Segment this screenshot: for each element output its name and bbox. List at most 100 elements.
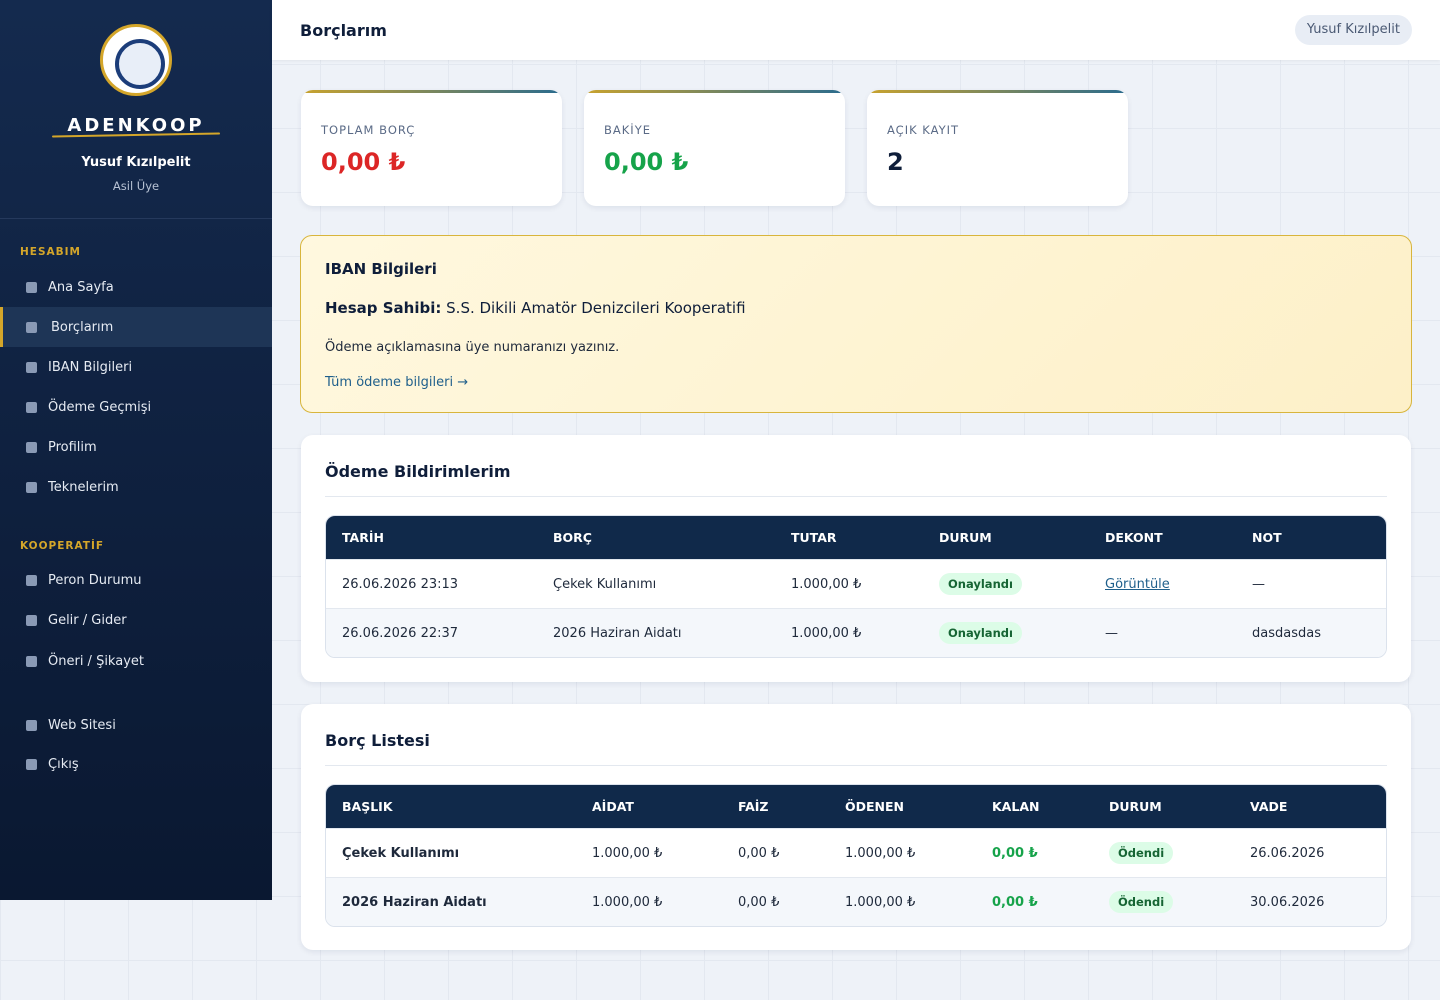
- nav-icon: [26, 758, 37, 770]
- nav-icon: [26, 481, 37, 493]
- cell: Ödendi: [1093, 828, 1234, 877]
- holder-label: Hesap Sahibi:: [325, 299, 442, 317]
- cell: Çekek Kullanımı: [537, 559, 775, 608]
- card-title: Borç Listesi: [325, 731, 430, 750]
- cell-text: 2026 Haziran Aidatı: [553, 625, 682, 641]
- column-header: DURUM: [1093, 785, 1234, 828]
- link[interactable]: Görüntüle: [1105, 576, 1170, 592]
- stat-label: TOPLAM BORÇ: [321, 123, 416, 137]
- column-header: BORÇ: [537, 516, 775, 559]
- row: 26.06.2026 23:13 Çekek Kullanımı 1.000,00 …: [326, 559, 1386, 608]
- cell: Onaylandı: [923, 559, 1089, 608]
- nav-item[interactable]: Profilim: [0, 427, 272, 467]
- cell-text: —: [1252, 576, 1265, 592]
- nav-icon: [26, 719, 37, 731]
- nav-label: Profilim: [48, 439, 97, 455]
- nav-item[interactable]: Gelir / Gider: [0, 601, 272, 641]
- nav-item[interactable]: Web Sitesi: [0, 705, 272, 745]
- nav-item[interactable]: Çıkış: [0, 744, 272, 784]
- cell: —: [1089, 608, 1236, 657]
- nav-item[interactable]: Öneri / Şikayet: [0, 641, 272, 681]
- cell: —: [1236, 559, 1386, 608]
- thead: TARİH BORÇ TUTAR DURUM DEKONT NOT: [326, 516, 1386, 559]
- cell-text: 26.06.2026: [1250, 845, 1325, 861]
- tbody: Çekek Kullanımı 1.000,00 ₺ 0,00 ₺ 1.000,00 …: [326, 828, 1386, 926]
- nav-label: Ödeme Geçmişi: [48, 399, 152, 415]
- cell-text: 1.000,00 ₺: [592, 845, 663, 861]
- nav-item[interactable]: Teknelerim: [0, 467, 272, 507]
- iban-link[interactable]: Tüm ödeme bilgileri →: [325, 375, 469, 390]
- bold: Çekek Kullanımı: [342, 845, 460, 861]
- nav-label: Çıkış: [48, 756, 79, 772]
- green: 0,00 ₺: [992, 894, 1038, 910]
- notifications-card: Ödeme Bildirimlerim TARİH BORÇ TUTAR DURUM DE…: [301, 435, 1411, 682]
- nav-icon: [26, 321, 37, 333]
- cell: 0,00 ₺: [722, 877, 829, 926]
- cell-text: —: [1105, 625, 1118, 641]
- nav-icon: [26, 615, 37, 626]
- nav-item[interactable]: IBAN Bilgileri: [0, 347, 272, 387]
- section-title: HESABIM: [20, 246, 82, 258]
- stat-value: 0,00 ₺: [321, 148, 406, 176]
- column-header: ÖDENEN: [829, 785, 976, 828]
- row: 26.06.2026 22:37 2026 Haziran Aidatı 1.000…: [326, 608, 1386, 657]
- nav-icon: [26, 361, 37, 373]
- brand: ADENKOOP: [67, 115, 205, 136]
- cell: 26.06.2026 23:13: [326, 559, 537, 608]
- nav-item[interactable]: Ödeme Geçmişi: [0, 387, 272, 427]
- notifications-table: TARİH BORÇ TUTAR DURUM DEKONT NOT 26.06.2026 2…: [325, 515, 1387, 658]
- nav-label: Öneri / Şikayet: [48, 653, 144, 669]
- cell-text: 26.06.2026 23:13: [342, 576, 459, 592]
- badge: Onaylandı: [939, 573, 1022, 595]
- cell: 2026 Haziran Aidatı: [326, 877, 576, 926]
- holder-name: S.S. Dikili Amatör Denizcileri Kooperati…: [446, 299, 746, 317]
- nav-item[interactable]: Peron Durumu: [0, 560, 272, 600]
- cell: Görüntüle: [1089, 559, 1236, 608]
- divider: [325, 765, 1387, 766]
- cell: Onaylandı: [923, 608, 1089, 657]
- cell-text: 1.000,00 ₺: [791, 576, 862, 592]
- user-chip[interactable]: Yusuf Kızılpelit: [1294, 15, 1412, 45]
- column-header: BAŞLIK: [326, 785, 576, 828]
- badge: Ödendi: [1109, 891, 1174, 913]
- divider: [325, 496, 1387, 497]
- cell: 30.06.2026: [1234, 877, 1386, 926]
- user-role: Asil Üye: [112, 179, 160, 193]
- nav-label: Web Sitesi: [48, 717, 116, 733]
- row: 2026 Haziran Aidatı 1.000,00 ₺ 0,00 ₺ 1.000…: [326, 877, 1386, 926]
- page-title: Borçlarım: [300, 21, 387, 40]
- cell: 0,00 ₺: [722, 828, 829, 877]
- nav-label: Ana Sayfa: [48, 279, 114, 295]
- nav-icon: [26, 574, 37, 586]
- cell: 0,00 ₺: [976, 877, 1093, 926]
- cell: 1.000,00 ₺: [576, 828, 722, 877]
- cell: 0,00 ₺: [976, 828, 1093, 877]
- cell-text: 26.06.2026 22:37: [342, 625, 459, 641]
- cell: 1.000,00 ₺: [775, 608, 923, 657]
- stat-card: AÇIK KAYIT 2: [867, 90, 1128, 206]
- stat-card: BAKİYE 0,00 ₺: [584, 90, 845, 206]
- holder: Hesap Sahibi: S.S. Dikili Amatör Denizci…: [325, 299, 746, 317]
- cell: Ödendi: [1093, 877, 1234, 926]
- logo: [100, 24, 172, 96]
- column-header: AİDAT: [576, 785, 722, 828]
- nav-icon: [26, 441, 37, 453]
- green: 0,00 ₺: [992, 845, 1038, 861]
- cell: 2026 Haziran Aidatı: [537, 608, 775, 657]
- nav-item[interactable]: Borçlarım: [0, 307, 272, 347]
- nav-label: Teknelerim: [48, 479, 119, 495]
- iban-title: IBAN Bilgileri: [325, 260, 437, 278]
- nav-icon: [26, 655, 37, 667]
- badge: Onaylandı: [939, 622, 1022, 644]
- column-header: DURUM: [923, 516, 1089, 559]
- nav-item[interactable]: Ana Sayfa: [0, 267, 272, 307]
- cell-text: Çekek Kullanımı: [553, 576, 657, 592]
- cell-text: 0,00 ₺: [738, 845, 780, 861]
- cell-text: 1.000,00 ₺: [592, 894, 663, 910]
- cell: 1.000,00 ₺: [576, 877, 722, 926]
- cell-text: dasdasdas: [1252, 625, 1321, 641]
- cell-text: 1.000,00 ₺: [791, 625, 862, 641]
- row: Çekek Kullanımı 1.000,00 ₺ 0,00 ₺ 1.000,00 …: [326, 828, 1386, 877]
- header: Borçlarım Yusuf Kızılpelit: [272, 0, 1440, 60]
- column-header: KALAN: [976, 785, 1093, 828]
